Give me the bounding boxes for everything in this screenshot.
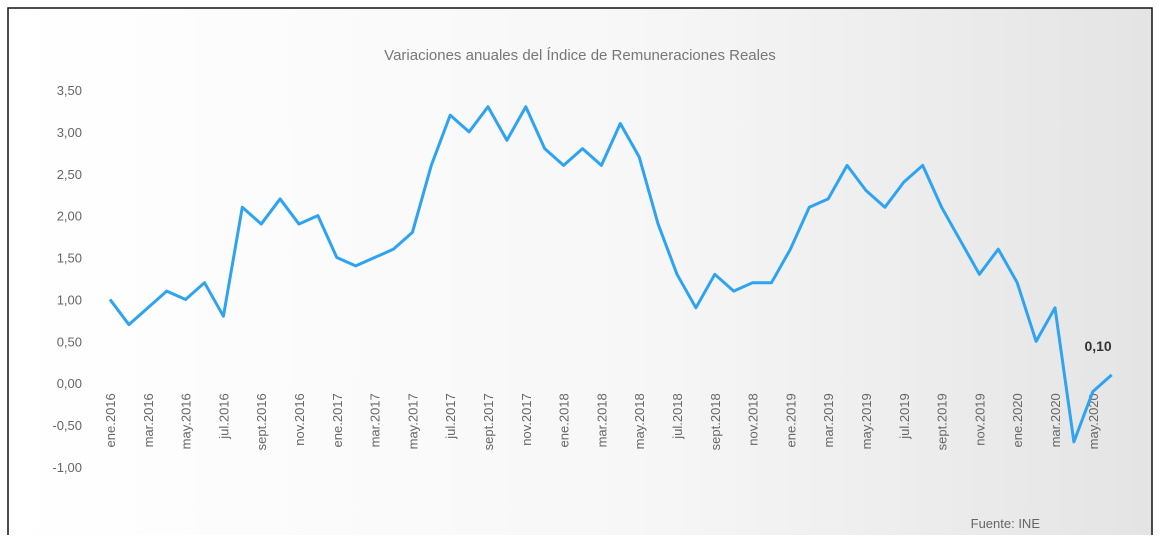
x-tick-label: may.2017 bbox=[405, 393, 420, 449]
data-line bbox=[108, 105, 1113, 444]
x-tick-label: sept.2016 bbox=[254, 393, 269, 450]
x-tick-label: mar.2019 bbox=[821, 393, 836, 447]
x-tick-label: mar.2017 bbox=[368, 393, 383, 447]
x-tick-label: jul.2017 bbox=[443, 393, 458, 440]
x-tick-label: ene.2020 bbox=[1010, 393, 1025, 447]
x-tick-label: may.2016 bbox=[179, 393, 194, 449]
x-tick-label: mar.2018 bbox=[594, 393, 609, 447]
x-tick-label: may.2018 bbox=[632, 393, 647, 449]
x-tick-label: nov.2018 bbox=[746, 393, 761, 446]
y-tick-label: 3,00 bbox=[57, 125, 82, 140]
x-tick-label: jul.2018 bbox=[670, 393, 685, 440]
y-tick-label: 2,50 bbox=[57, 167, 82, 182]
x-tick-label: nov.2017 bbox=[519, 393, 534, 446]
y-tick-label: 1,50 bbox=[57, 251, 82, 266]
x-tick-label: mar.2020 bbox=[1048, 393, 1063, 447]
chart-frame bbox=[7, 7, 1153, 540]
y-tick-label: 0,50 bbox=[57, 334, 82, 349]
y-tick-label: 0,00 bbox=[57, 376, 82, 391]
x-tick-label: nov.2016 bbox=[292, 393, 307, 446]
x-tick-label: nov.2019 bbox=[972, 393, 987, 446]
chart-title: Variaciones anuales del Índice de Remune… bbox=[384, 47, 776, 64]
x-tick-label: ene.2016 bbox=[103, 393, 118, 447]
y-tick-label: 2,00 bbox=[57, 209, 82, 224]
y-tick-label: -1,00 bbox=[52, 460, 82, 475]
x-tick-label: ene.2018 bbox=[557, 393, 572, 447]
y-tick-label: 3,50 bbox=[57, 83, 82, 98]
x-tick-label: sept.2019 bbox=[935, 393, 950, 450]
x-tick-label: sept.2018 bbox=[708, 393, 723, 450]
x-tick-label: sept.2017 bbox=[481, 393, 496, 450]
x-tick-label: ene.2019 bbox=[783, 393, 798, 447]
y-tick-label: 1,00 bbox=[57, 292, 82, 307]
data-label: 0,10 bbox=[1084, 338, 1111, 354]
source-note: Fuente: INE bbox=[971, 516, 1041, 531]
x-tick-label: mar.2016 bbox=[141, 393, 156, 447]
x-tick-label: jul.2019 bbox=[897, 393, 912, 440]
x-tick-label: ene.2017 bbox=[330, 393, 345, 447]
y-tick-label: -0,50 bbox=[52, 418, 82, 433]
x-tick-label: jul.2016 bbox=[216, 393, 231, 440]
x-tick-label: may.2020 bbox=[1086, 393, 1101, 449]
x-tick-label: may.2019 bbox=[859, 393, 874, 449]
